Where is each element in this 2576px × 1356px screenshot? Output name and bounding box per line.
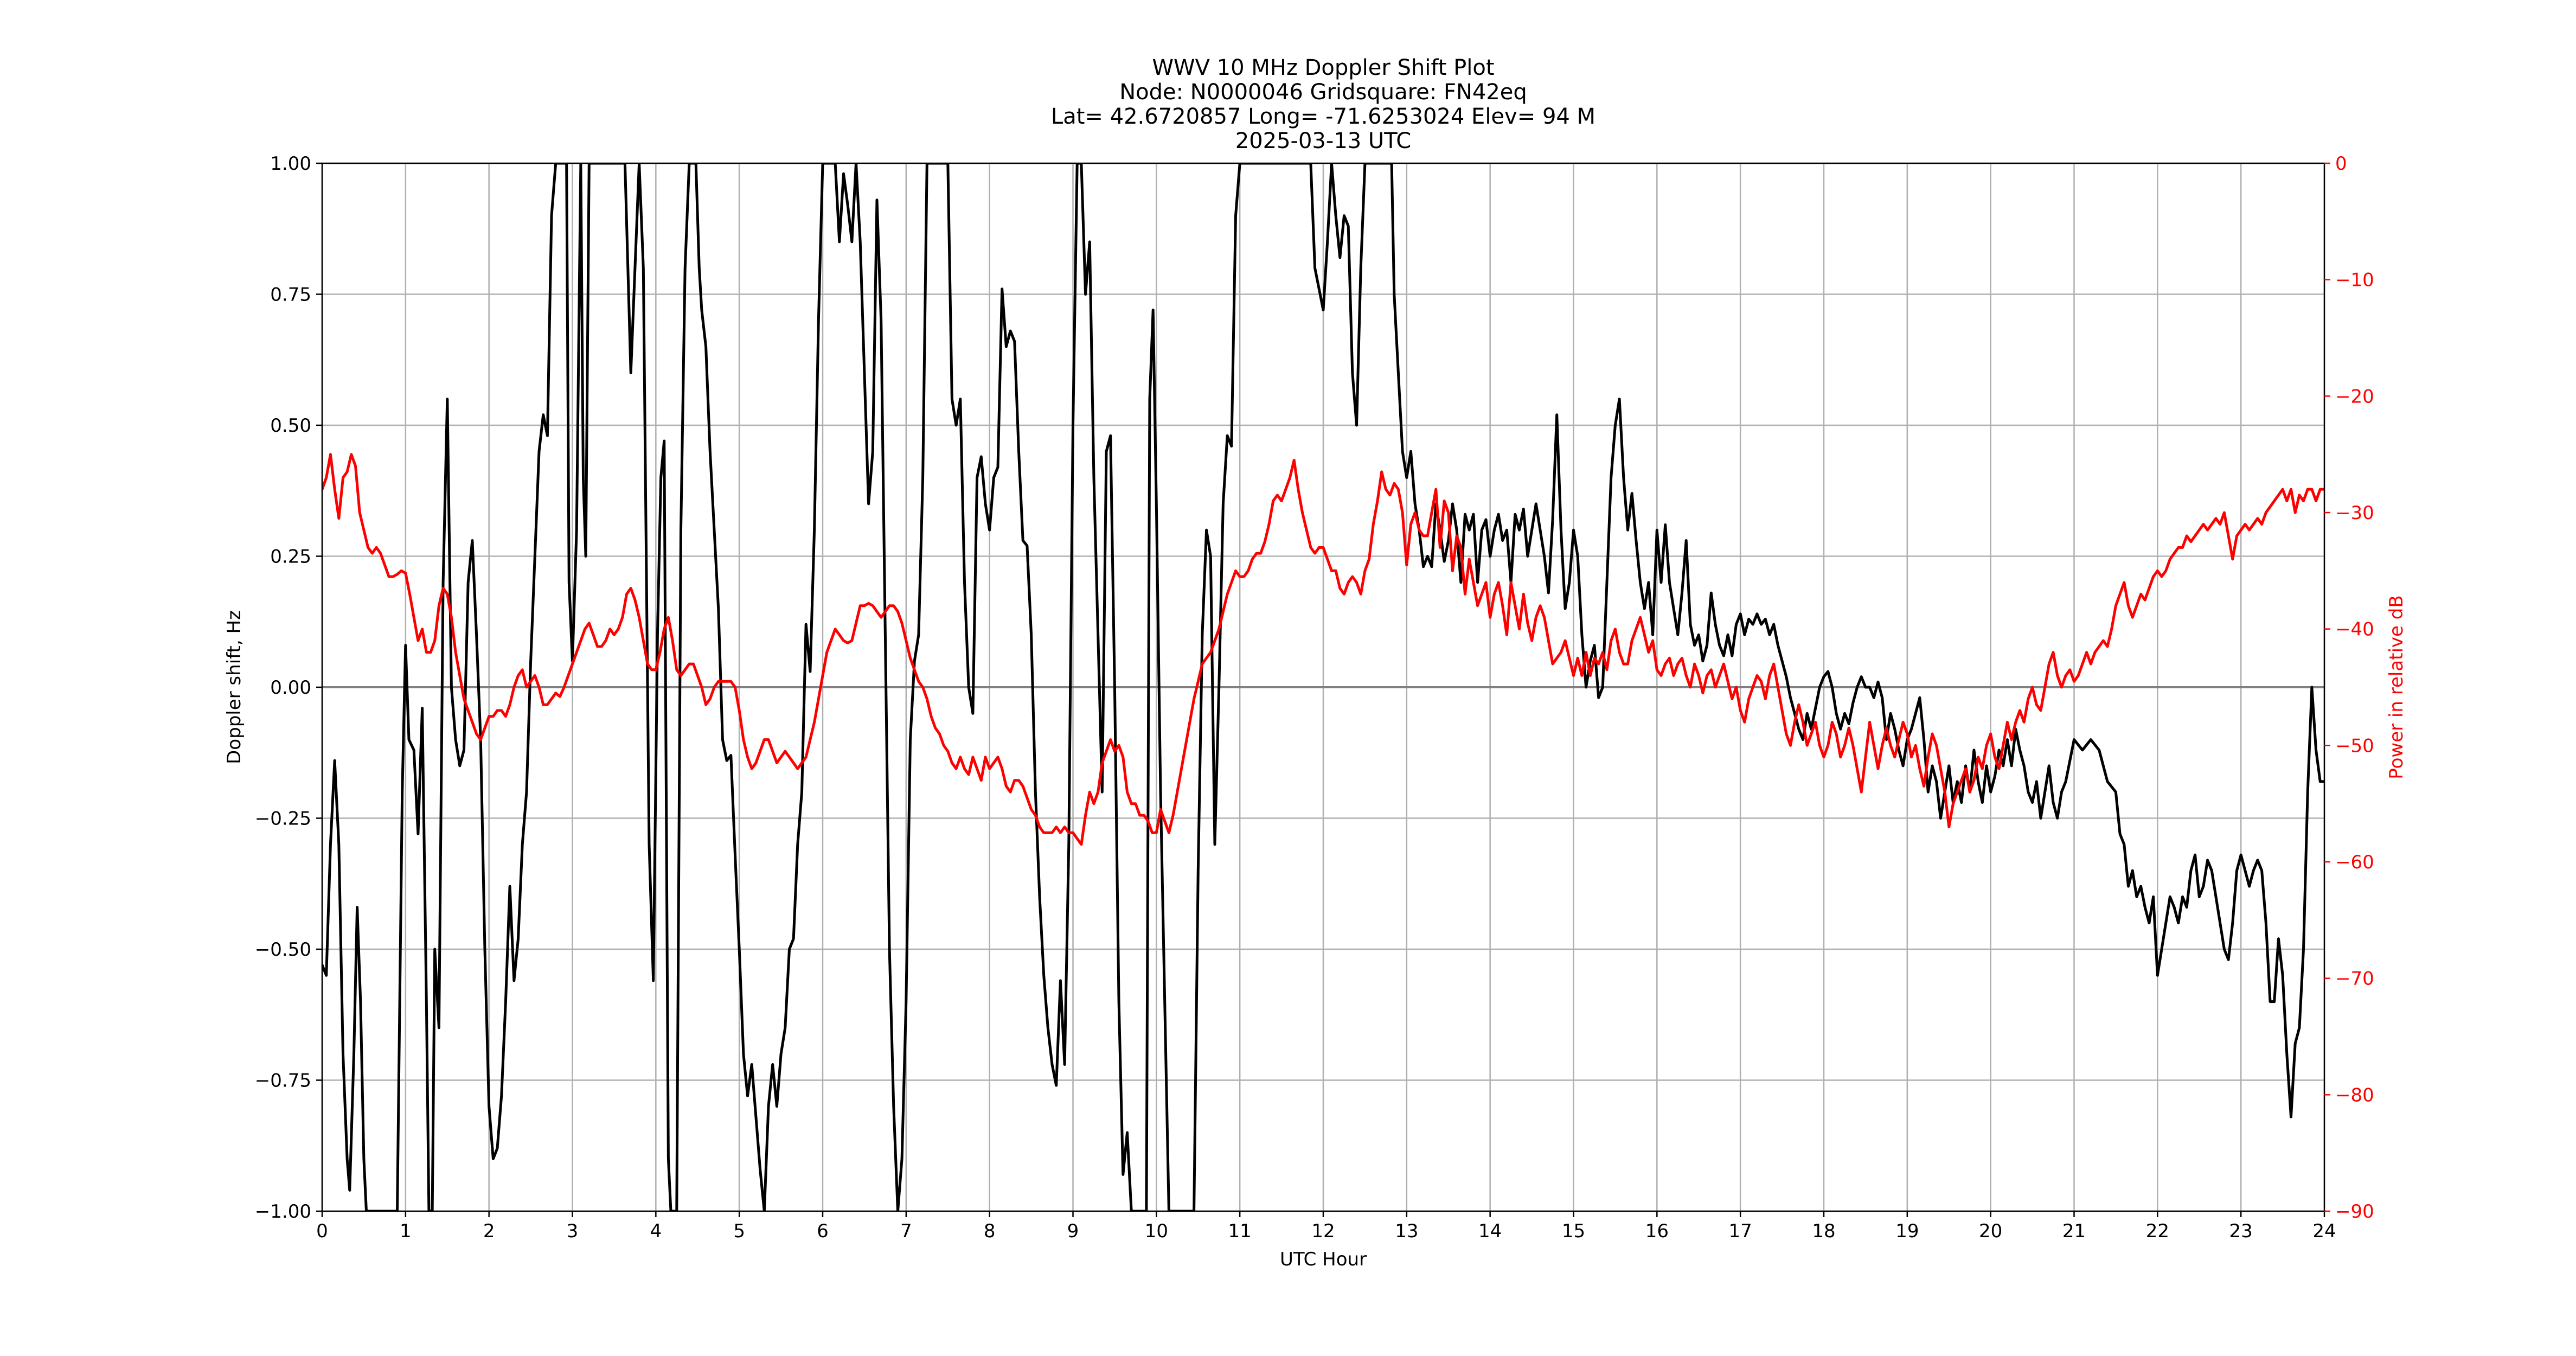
- y-axis-label: Doppler shift, Hz: [223, 610, 245, 764]
- y2-tick-label: −40: [2335, 619, 2374, 641]
- x-tick-label: 20: [1979, 1220, 2002, 1242]
- x-tick-label: 16: [1645, 1220, 1669, 1242]
- y2-tick-label: −90: [2335, 1201, 2374, 1223]
- title-line-1: WWV 10 MHz Doppler Shift Plot: [1152, 55, 1494, 80]
- x-tick-label: 2: [483, 1220, 495, 1242]
- y-tick-label: −0.50: [255, 939, 311, 961]
- y2-tick-label: −30: [2335, 502, 2374, 524]
- x-tick-label: 10: [1145, 1220, 1168, 1242]
- series-group: [322, 163, 2324, 1211]
- x-tick-label: 23: [2229, 1220, 2253, 1242]
- x-tick-label: 1: [400, 1220, 412, 1242]
- x-tick-label: 11: [1228, 1220, 1252, 1242]
- y-tick-label: 0.75: [270, 284, 311, 306]
- x-tick-label: 14: [1478, 1220, 1502, 1242]
- y2-tick-label: −70: [2335, 968, 2374, 990]
- y2-tick-label: 0: [2335, 153, 2347, 175]
- x-tick-label: 7: [900, 1220, 912, 1242]
- power-series-line: [322, 453, 2324, 846]
- x-tick-label: 5: [733, 1220, 745, 1242]
- x-tick-label: 15: [1562, 1220, 1585, 1242]
- title-line-2: Node: N0000046 Gridsquare: FN42eq: [1119, 80, 1527, 105]
- y-tick-label: −1.00: [255, 1201, 311, 1223]
- x-tick-label: 8: [984, 1220, 996, 1242]
- y2-tick-label: −60: [2335, 852, 2374, 873]
- y2-tick-label: −20: [2335, 386, 2374, 407]
- x-tick-label: 19: [1895, 1220, 1919, 1242]
- y-axis-right: 0 −10 −20 −30 −40 −50 −60 −70 −80 −90: [2324, 153, 2374, 1223]
- y-tick-label: −0.25: [255, 808, 311, 830]
- doppler-series-line: [322, 163, 2324, 1211]
- y-tick-label: 0.25: [270, 546, 311, 568]
- x-axis-label: UTC Hour: [1280, 1249, 1367, 1270]
- x-tick-label: 0: [316, 1220, 328, 1242]
- x-tick-label: 12: [1311, 1220, 1335, 1242]
- x-tick-label: 18: [1812, 1220, 1835, 1242]
- title-line-4: 2025-03-13 UTC: [1235, 129, 1411, 153]
- y-tick-label: 0.00: [270, 677, 311, 699]
- x-tick-label: 4: [650, 1220, 662, 1242]
- x-tick-label: 13: [1395, 1220, 1418, 1242]
- title-line-3: Lat= 42.6720857 Long= -71.6253024 Elev= …: [1051, 104, 1595, 129]
- y-axis-left: 1.00 0.75 0.50 0.25 0.00 −0.25 −0.50 −0.75 −1.00: [255, 153, 322, 1223]
- x-tick-label: 6: [817, 1220, 829, 1242]
- y2-tick-label: −50: [2335, 735, 2374, 757]
- y-tick-label: −0.75: [255, 1070, 311, 1092]
- x-tick-label: 17: [1729, 1220, 1752, 1242]
- x-tick-label: 3: [567, 1220, 579, 1242]
- y2-tick-label: −80: [2335, 1084, 2374, 1106]
- chart-title: WWV 10 MHz Doppler Shift Plot Node: N000…: [1051, 55, 1595, 153]
- x-tick-label: 24: [2312, 1220, 2336, 1242]
- y-tick-label: 0.50: [270, 415, 311, 437]
- y2-axis-label: Power in relative dB: [2386, 595, 2407, 779]
- y2-tick-label: −10: [2335, 270, 2374, 291]
- x-axis: 0 1 2 3 4 5 6 7 8 9 10 11 12 13 14 15 16 17 18 19 20 21 22 23 24: [316, 1211, 2336, 1242]
- y-tick-label: 1.00: [270, 153, 311, 175]
- x-tick-label: 22: [2146, 1220, 2169, 1242]
- x-tick-label: 21: [2062, 1220, 2086, 1242]
- x-tick-label: 9: [1067, 1220, 1079, 1242]
